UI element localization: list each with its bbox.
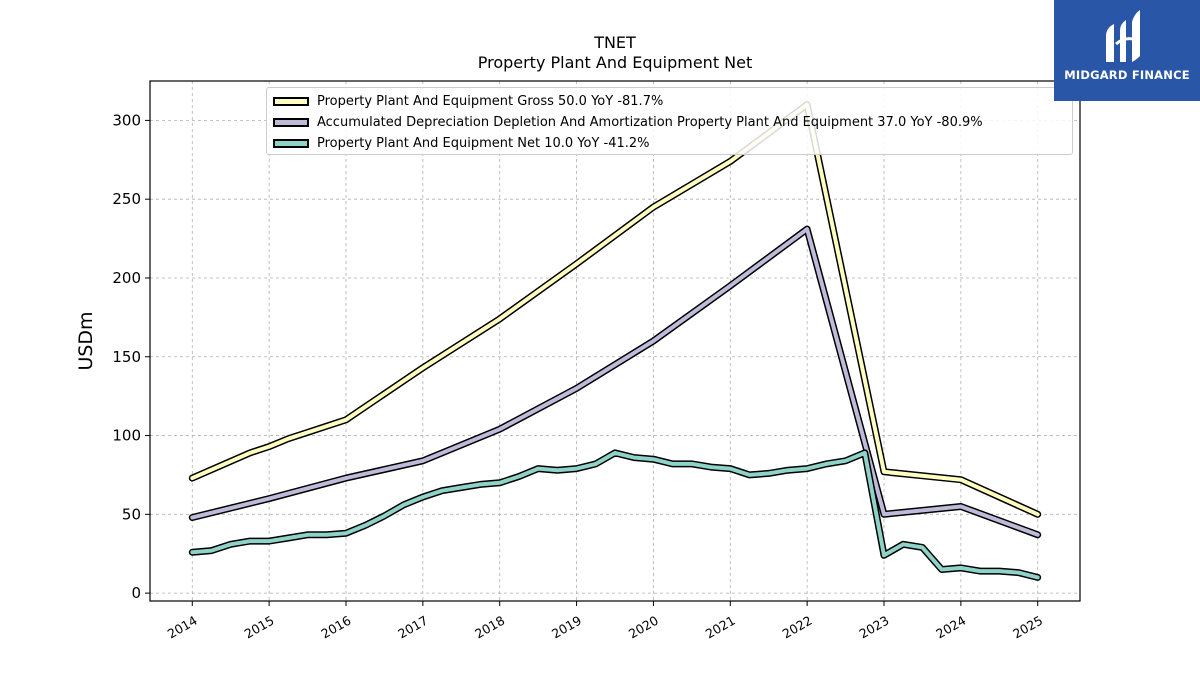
series-line-0 (190, 102, 1040, 517)
legend-swatch-depreciation (273, 117, 309, 127)
chart-subtitle: Property Plant And Equipment Net (478, 53, 753, 72)
series-layer (188, 101, 1042, 581)
legend-item-net: Property Plant And Equipment Net 10.0 Yo… (273, 133, 650, 153)
series-line-2 (190, 450, 1040, 580)
plot-frame (149, 80, 1081, 602)
legend-swatch-gross (273, 96, 309, 106)
brand-logo: MIDGARD FINANCE (1054, 0, 1200, 101)
y-tick-label: 200 (112, 269, 141, 287)
x-tick-label: 2022 (780, 613, 815, 642)
legend-swatch-net (273, 138, 309, 148)
legend-item-gross: Property Plant And Equipment Gross 50.0 … (273, 91, 663, 111)
y-tick-label: 0 (131, 584, 141, 602)
legend: Property Plant And Equipment Gross 50.0 … (266, 87, 1073, 155)
legend-label-depreciation: Accumulated Depreciation Depletion And A… (317, 114, 983, 130)
x-tick-label: 2017 (395, 613, 430, 642)
axis-layer: 0 50 100 150 200 250 300 2014 2015 2016 2017 2018 20… (112, 111, 1045, 641)
legend-item-depreciation: Accumulated Depreciation Depletion And A… (273, 112, 983, 132)
y-tick-label: 50 (122, 505, 141, 523)
y-tick-label: 300 (112, 111, 141, 129)
logo-mark-icon (1106, 10, 1140, 62)
series-line-1 (190, 227, 1040, 537)
x-tick-label: 2016 (318, 613, 353, 642)
x-tick-label: 2015 (242, 613, 277, 642)
x-tick-label: 2018 (472, 613, 507, 642)
grid-layer (150, 81, 1080, 601)
x-tick-label: 2024 (933, 613, 968, 642)
x-tick-label: 2023 (856, 613, 891, 642)
x-tick-label: 2020 (626, 613, 661, 642)
y-tick-label: 250 (112, 190, 141, 208)
x-tick-label: 2014 (165, 613, 200, 642)
legend-label-gross: Property Plant And Equipment Gross 50.0 … (317, 93, 664, 109)
logo-text: MIDGARD FINANCE (1064, 68, 1190, 82)
x-tick-label: 2019 (549, 613, 584, 642)
y-tick-label: 150 (112, 348, 141, 366)
y-tick-label: 100 (112, 427, 141, 445)
chart-title: TNET (593, 33, 636, 52)
y-axis-label: USDm (75, 311, 97, 370)
x-tick-label: 2021 (703, 613, 738, 642)
legend-label-net: Property Plant And Equipment Net 10.0 Yo… (317, 135, 650, 151)
x-tick-label: 2025 (1010, 613, 1045, 642)
series-outline-1 (188, 225, 1042, 539)
